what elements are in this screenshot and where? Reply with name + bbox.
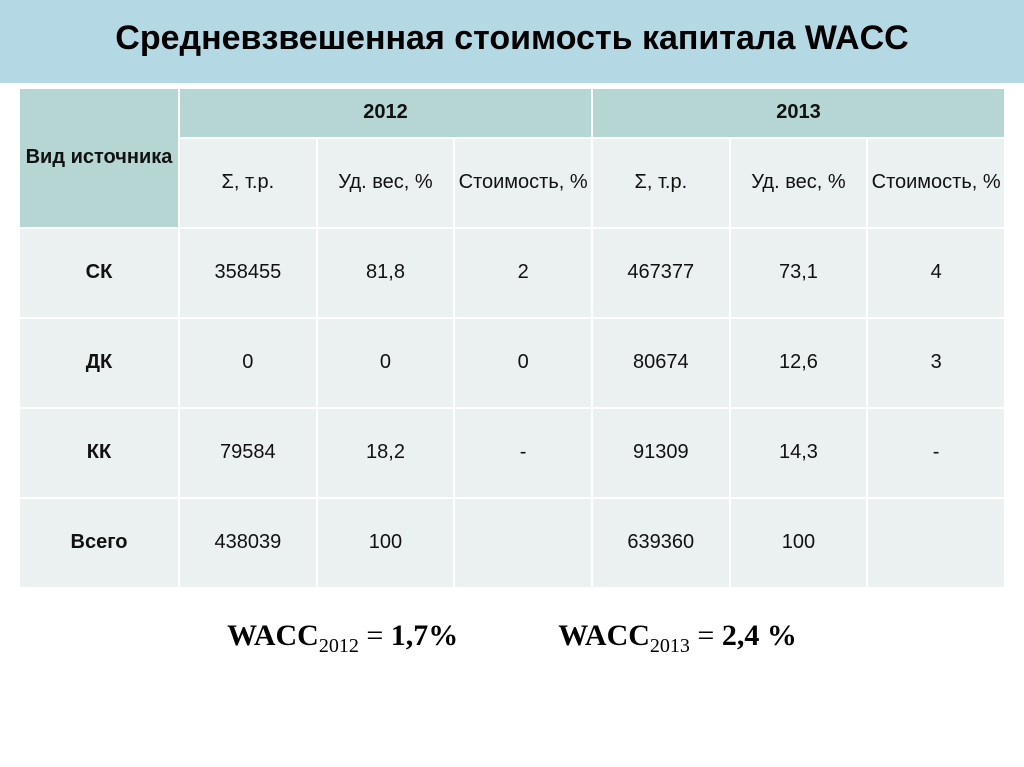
col-subheader-weight-2012: Уд. вес, % xyxy=(317,138,455,228)
table-cell: 14,3 xyxy=(730,408,868,498)
col-subheader-sum-2012: Σ, т.р. xyxy=(179,138,317,228)
table-cell: 358455 xyxy=(179,228,317,318)
table-cell: 4 xyxy=(867,228,1005,318)
table-cell: 80674 xyxy=(592,318,730,408)
formula-row: WACC2012 = 1,7% WACC2013 = 2,4 % xyxy=(0,619,1024,658)
title-bar: Средневзвешенная стоимость капитала WACC xyxy=(0,0,1024,83)
row-label: СК xyxy=(19,228,179,318)
table-cell: 91309 xyxy=(592,408,730,498)
table-cell: 467377 xyxy=(592,228,730,318)
table-cell xyxy=(867,498,1005,588)
table-cell: - xyxy=(454,408,592,498)
table-row: КК 79584 18,2 - 91309 14,3 - xyxy=(19,408,1005,498)
row-label: Всего xyxy=(19,498,179,588)
wacc-2013-formula: WACC2013 = 2,4 % xyxy=(558,619,797,658)
wacc-sub-2012: 2012 xyxy=(319,635,359,657)
table-cell: 0 xyxy=(454,318,592,408)
col-header-year-2013: 2013 xyxy=(592,88,1005,138)
table-cell: 2 xyxy=(454,228,592,318)
table-cell: - xyxy=(867,408,1005,498)
col-subheader-sum-2013: Σ, т.р. xyxy=(592,138,730,228)
row-label: ДК xyxy=(19,318,179,408)
table-cell: 73,1 xyxy=(730,228,868,318)
wacc-val-2013: 2,4 % xyxy=(722,619,797,652)
table-cell: 79584 xyxy=(179,408,317,498)
wacc-table-container: Вид источника 2012 2013 Σ, т.р. Уд. вес,… xyxy=(0,87,1024,589)
row-label: КК xyxy=(19,408,179,498)
wacc-2012-formula: WACC2012 = 1,7% xyxy=(227,619,458,658)
col-header-source: Вид источника xyxy=(19,88,179,228)
table-cell: 100 xyxy=(730,498,868,588)
wacc-sub-2013: 2013 xyxy=(650,635,690,657)
wacc-val-2012: 1,7% xyxy=(391,619,459,652)
page-title: Средневзвешенная стоимость капитала WACC xyxy=(20,18,1004,59)
table-cell: 81,8 xyxy=(317,228,455,318)
table-cell: 0 xyxy=(317,318,455,408)
table-cell: 12,6 xyxy=(730,318,868,408)
col-header-year-2012: 2012 xyxy=(179,88,592,138)
wacc-label-2012: WACC xyxy=(227,619,319,652)
table-cell xyxy=(454,498,592,588)
table-cell: 100 xyxy=(317,498,455,588)
wacc-eq-2012: = xyxy=(359,619,391,652)
col-subheader-weight-2013: Уд. вес, % xyxy=(730,138,868,228)
wacc-eq-2013: = xyxy=(690,619,722,652)
table-cell: 18,2 xyxy=(317,408,455,498)
col-subheader-cost-2012: Стоимость, % xyxy=(454,138,592,228)
col-subheader-cost-2013: Стоимость, % xyxy=(867,138,1005,228)
wacc-table: Вид источника 2012 2013 Σ, т.р. Уд. вес,… xyxy=(18,87,1006,589)
table-cell: 3 xyxy=(867,318,1005,408)
table-cell: 639360 xyxy=(592,498,730,588)
table-row: ДК 0 0 0 80674 12,6 3 xyxy=(19,318,1005,408)
wacc-label-2013: WACC xyxy=(558,619,650,652)
table-row: Всего 438039 100 639360 100 xyxy=(19,498,1005,588)
table-row: СК 358455 81,8 2 467377 73,1 4 xyxy=(19,228,1005,318)
table-cell: 438039 xyxy=(179,498,317,588)
table-cell: 0 xyxy=(179,318,317,408)
